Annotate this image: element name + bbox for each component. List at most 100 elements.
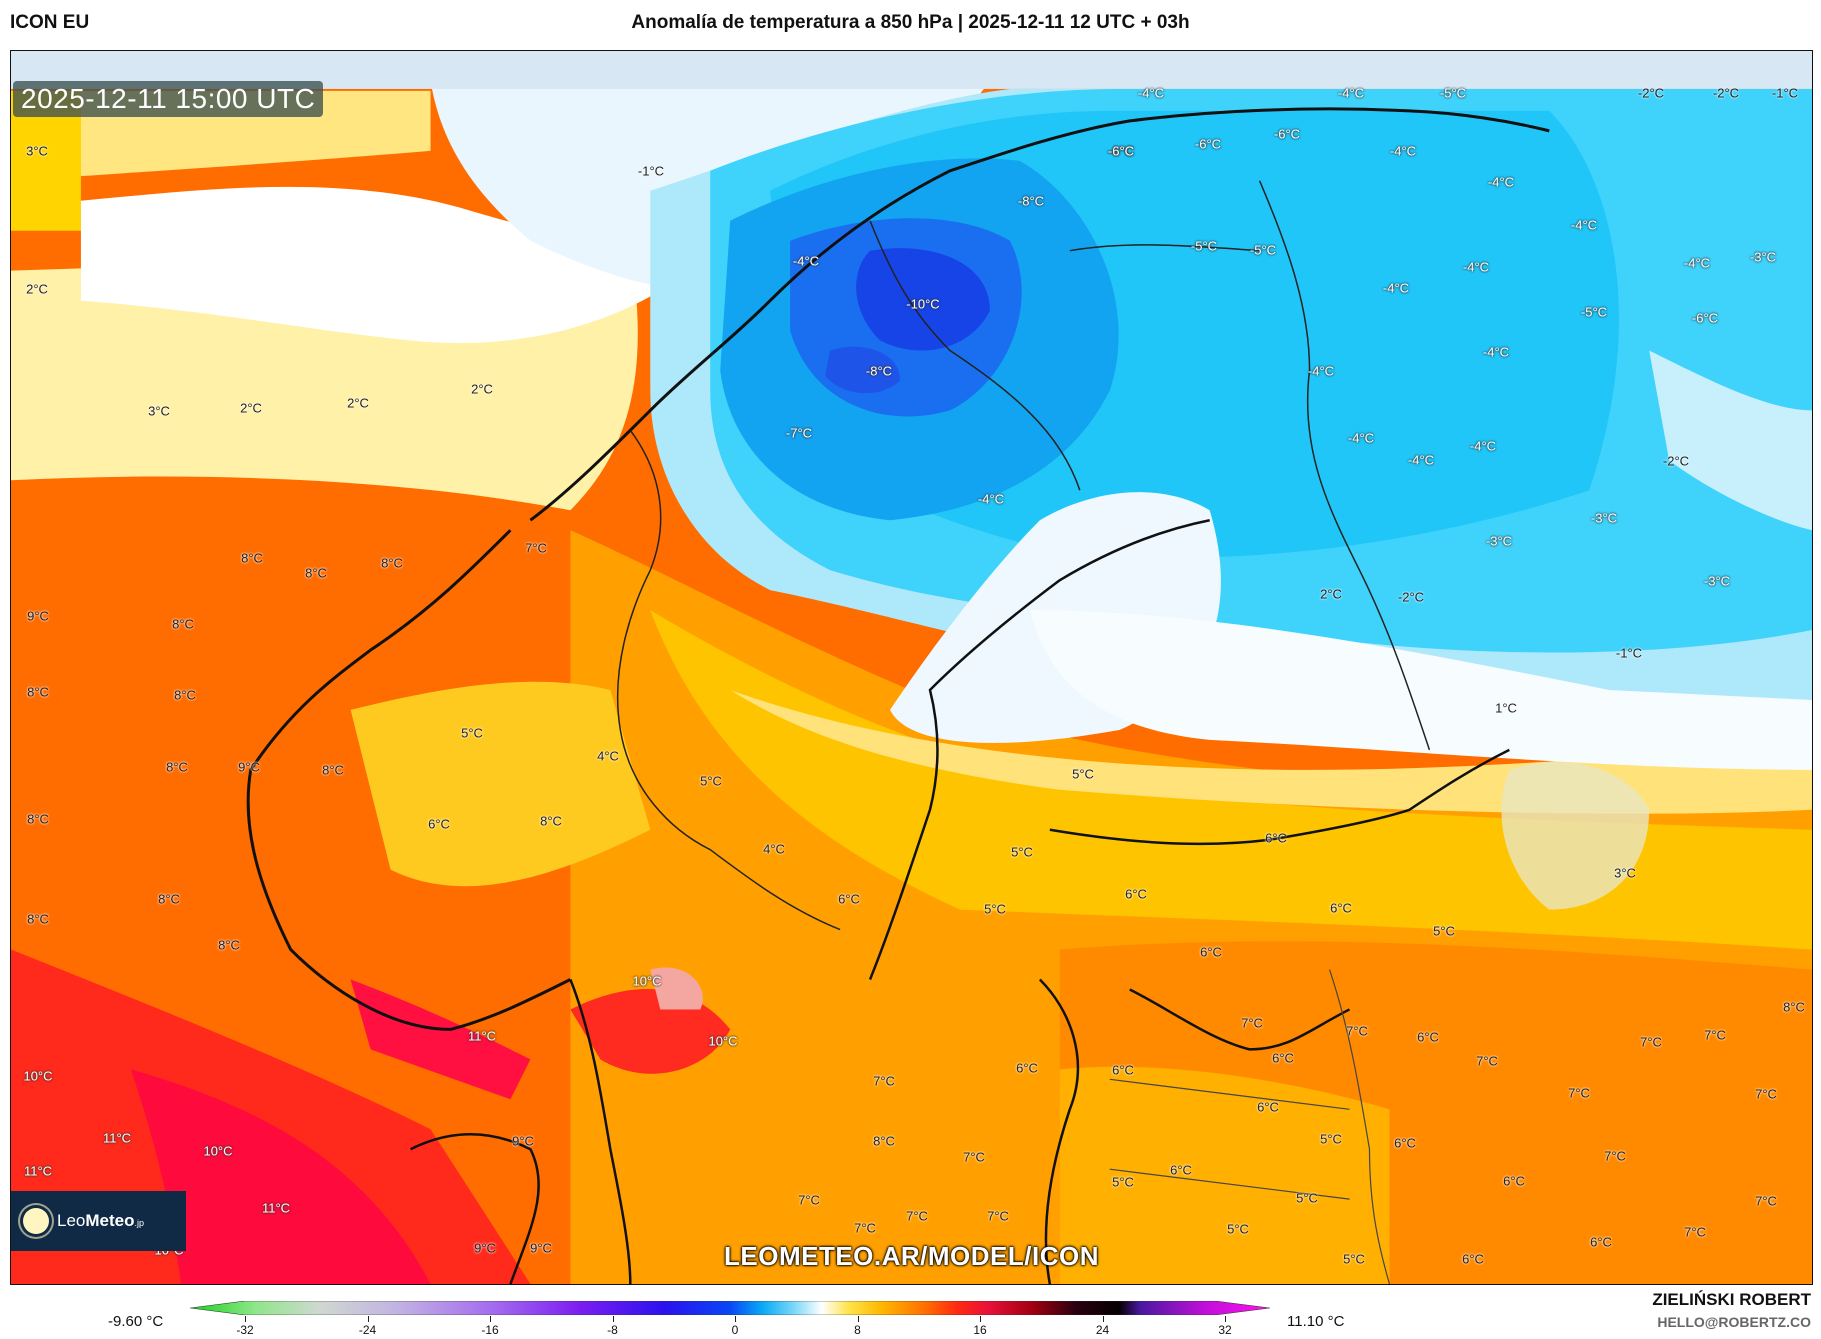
temperature-label: -4°C bbox=[1570, 217, 1598, 233]
temperature-label: -6°C bbox=[1107, 143, 1135, 159]
temperature-label: 2°C bbox=[240, 400, 262, 416]
colorbar-tick bbox=[980, 1316, 981, 1322]
temperature-label: -4°C bbox=[792, 253, 820, 269]
temperature-label: -4°C bbox=[1307, 363, 1335, 379]
temperature-label: 8°C bbox=[1783, 999, 1805, 1015]
temperature-label: 7°C bbox=[1640, 1034, 1662, 1050]
temperature-label: 7°C bbox=[1241, 1015, 1263, 1031]
temperature-label: 8°C bbox=[241, 550, 263, 566]
page-title: Anomalía de temperatura a 850 hPa | 2025… bbox=[631, 12, 1190, 33]
temperature-label: -5°C bbox=[1190, 238, 1218, 254]
temperature-label: 2°C bbox=[1320, 586, 1342, 602]
temperature-label: 3°C bbox=[26, 143, 48, 159]
legend-max-value: 11.10 °C bbox=[1287, 1313, 1345, 1330]
temperature-label: 8°C bbox=[27, 684, 49, 700]
author-email[interactable]: HELLO@ROBERTZ.CO bbox=[1657, 1314, 1811, 1330]
temperature-label: 6°C bbox=[1112, 1062, 1134, 1078]
temperature-label: -1°C bbox=[1615, 645, 1643, 661]
temperature-label: -3°C bbox=[1703, 573, 1731, 589]
legend-min-value: -9.60 °C bbox=[108, 1313, 164, 1330]
temperature-label: 4°C bbox=[763, 841, 785, 857]
temperature-label: 6°C bbox=[1590, 1234, 1612, 1250]
temperature-label: 2°C bbox=[347, 395, 369, 411]
logo-text: LeoMeteo.jp bbox=[57, 1211, 145, 1230]
temperature-label: 8°C bbox=[381, 555, 403, 571]
temperature-label: 10°C bbox=[203, 1143, 233, 1159]
temperature-label: -3°C bbox=[1485, 533, 1513, 549]
colorbar-tick-label: 0 bbox=[731, 1323, 739, 1337]
temperature-label: 1°C bbox=[1495, 700, 1517, 716]
colorbar-tick-label: 8 bbox=[854, 1323, 861, 1337]
temperature-label: -2°C bbox=[1712, 85, 1740, 101]
temperature-label: -3°C bbox=[1590, 510, 1618, 526]
temperature-label: 8°C bbox=[218, 937, 240, 953]
colorbar-tick bbox=[857, 1316, 859, 1322]
leometeo-logo[interactable]: LeoMeteo.jp bbox=[11, 1191, 186, 1251]
temperature-label: 6°C bbox=[1394, 1135, 1416, 1151]
temperature-label: 11°C bbox=[261, 1200, 291, 1216]
temperature-label: -5°C bbox=[1439, 85, 1467, 101]
temperature-label: 2°C bbox=[26, 281, 48, 297]
temperature-label: 8°C bbox=[540, 813, 562, 829]
temperature-label: 8°C bbox=[158, 891, 180, 907]
temperature-label: 3°C bbox=[1614, 865, 1636, 881]
colorbar-tick bbox=[612, 1316, 614, 1322]
colorbar-tick-label: 24 bbox=[1095, 1323, 1110, 1337]
temperature-label: 5°C bbox=[1433, 923, 1455, 939]
temperature-label: -1°C bbox=[1771, 85, 1799, 101]
colorbar-tick bbox=[1225, 1316, 1226, 1322]
temperature-label: 9°C bbox=[512, 1133, 534, 1149]
temperature-label: 9°C bbox=[238, 759, 260, 775]
temperature-label: 8°C bbox=[166, 759, 188, 775]
temperature-label: -4°C bbox=[1683, 255, 1711, 271]
temperature-label: -3°C bbox=[1749, 249, 1777, 265]
temperature-label: 6°C bbox=[1265, 830, 1287, 846]
temperature-label: 4°C bbox=[597, 748, 619, 764]
temperature-label: 5°C bbox=[1343, 1251, 1365, 1267]
temperature-label: 11°C bbox=[467, 1028, 497, 1044]
temperature-label: -5°C bbox=[1580, 304, 1608, 320]
colorbar-tick-label: -16 bbox=[481, 1323, 499, 1337]
temperature-label: -8°C bbox=[865, 363, 893, 379]
temperature-label: 9°C bbox=[530, 1240, 552, 1256]
colorbar-tick bbox=[735, 1316, 736, 1322]
colorbar-tick bbox=[490, 1316, 491, 1322]
temperature-label: 6°C bbox=[1125, 886, 1147, 902]
temperature-label: 5°C bbox=[1320, 1131, 1342, 1147]
temperature-label: 5°C bbox=[1011, 844, 1033, 860]
temperature-label: -4°C bbox=[977, 491, 1005, 507]
temperature-label: -2°C bbox=[1637, 85, 1665, 101]
temperature-label: 6°C bbox=[1016, 1060, 1038, 1076]
colorbar-tick bbox=[245, 1316, 246, 1322]
temperature-label: -6°C bbox=[1273, 126, 1301, 142]
temperature-label: -4°C bbox=[1347, 430, 1375, 446]
temperature-label: 8°C bbox=[172, 616, 194, 632]
temperature-label: 7°C bbox=[963, 1149, 985, 1165]
temperature-label: 6°C bbox=[1462, 1251, 1484, 1267]
temperature-label: 5°C bbox=[461, 725, 483, 741]
temperature-anomaly-map[interactable]: 2025-12-11 15:00 UTC 3°C 2°C 3°C 2°C 2°C 2°C -… bbox=[10, 50, 1813, 1285]
temperature-label: -2°C bbox=[1662, 453, 1690, 469]
temperature-label: 11°C bbox=[102, 1130, 132, 1146]
temperature-label: 8°C bbox=[27, 911, 49, 927]
temperature-label: -4°C bbox=[1469, 438, 1497, 454]
temperature-label: -6°C bbox=[1107, 143, 1135, 159]
temperature-label: 9°C bbox=[27, 608, 49, 624]
temperature-label: 3°C bbox=[148, 403, 170, 419]
temperature-label: 7°C bbox=[1568, 1085, 1590, 1101]
colorbar bbox=[190, 1301, 1270, 1315]
temperature-label: -8°C bbox=[1017, 193, 1045, 209]
temperature-label: 5°C bbox=[1072, 766, 1094, 782]
temperature-label: -1°C bbox=[637, 163, 665, 179]
temperature-label: 8°C bbox=[305, 565, 327, 581]
temperature-label: 9°C bbox=[474, 1240, 496, 1256]
temperature-label: 7°C bbox=[906, 1208, 928, 1224]
temperature-label: -4°C bbox=[1482, 344, 1510, 360]
temperature-label: 8°C bbox=[322, 762, 344, 778]
temperature-label: 7°C bbox=[987, 1208, 1009, 1224]
temperature-label: 7°C bbox=[1346, 1023, 1368, 1039]
temperature-label: 7°C bbox=[1604, 1148, 1626, 1164]
colorbar-tick-label: 32 bbox=[1218, 1323, 1232, 1337]
temperature-label: 7°C bbox=[798, 1192, 820, 1208]
temperature-label: 10°C bbox=[632, 973, 662, 989]
